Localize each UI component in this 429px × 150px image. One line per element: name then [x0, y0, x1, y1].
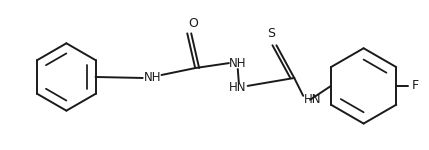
- Text: S: S: [267, 27, 275, 40]
- Text: NH: NH: [144, 71, 161, 84]
- Text: HN: HN: [304, 93, 322, 106]
- Text: F: F: [411, 79, 419, 92]
- Text: O: O: [188, 17, 198, 30]
- Text: HN: HN: [229, 81, 247, 94]
- Text: NH: NH: [229, 57, 247, 70]
